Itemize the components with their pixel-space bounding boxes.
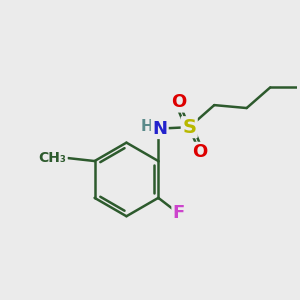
Text: CH₃: CH₃	[39, 151, 67, 165]
Text: H: H	[141, 119, 154, 134]
Text: N: N	[152, 120, 167, 138]
Text: S: S	[182, 118, 196, 137]
Text: F: F	[173, 204, 185, 222]
Text: O: O	[192, 143, 207, 161]
Text: O: O	[171, 93, 187, 111]
